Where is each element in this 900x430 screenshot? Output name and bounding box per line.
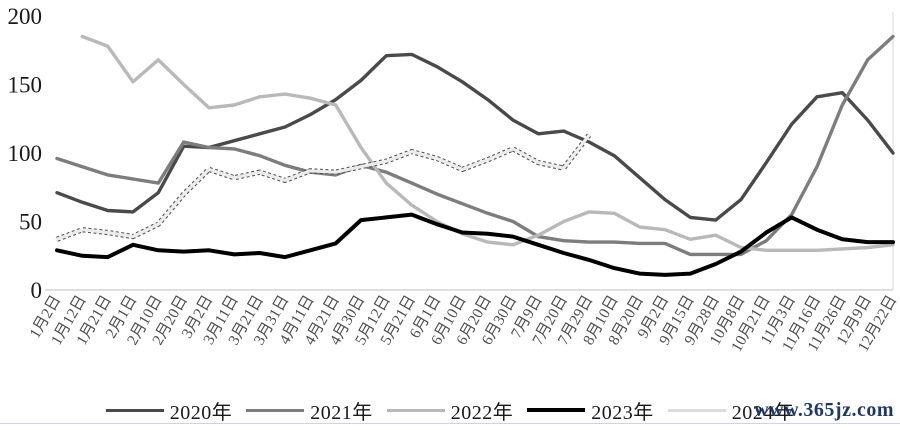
legend-item-2021年: 2021年 xyxy=(246,396,373,425)
chart-legend: 2020年 2021年 2022年 2023年 2024年 xyxy=(0,396,900,425)
series-line-2023年 xyxy=(55,212,895,277)
series-line-2020年 xyxy=(55,52,895,222)
legend-label: 2022年 xyxy=(450,401,514,424)
series-line-2024年 xyxy=(55,133,591,241)
series-line-2022年 xyxy=(80,34,895,252)
legend-line-sample xyxy=(527,408,586,412)
line-chart-plot: 0501001502001月2日1月12日1月21日2月1日2月10日2月20日… xyxy=(8,4,900,355)
legend-item-2022年: 2022年 xyxy=(386,396,514,425)
y-tick-label: 100 xyxy=(8,141,43,166)
legend-label: 2024年 xyxy=(731,401,795,424)
bottom-border xyxy=(0,423,900,424)
legend-label: 2021年 xyxy=(310,401,373,424)
legend-line-sample xyxy=(386,408,445,412)
legend-item-2020年: 2020年 xyxy=(105,396,233,425)
legend-label: 2020年 xyxy=(169,401,233,424)
legend-line-sample xyxy=(105,408,164,412)
legend-label: 2023年 xyxy=(591,401,654,424)
watermark-link[interactable]: www.365jz.com xyxy=(754,399,894,421)
legend-line-sample xyxy=(667,408,726,412)
legend-line-sample xyxy=(246,408,305,412)
y-tick-label: 150 xyxy=(8,73,43,98)
legend-item-2023年: 2023年 xyxy=(527,396,654,425)
legend-item-2024年: 2024年 xyxy=(667,396,795,425)
y-tick-label: 0 xyxy=(31,278,43,303)
y-tick-label: 50 xyxy=(19,210,42,235)
series-line-2021年 xyxy=(55,34,895,257)
y-tick-label: 200 xyxy=(8,4,43,29)
